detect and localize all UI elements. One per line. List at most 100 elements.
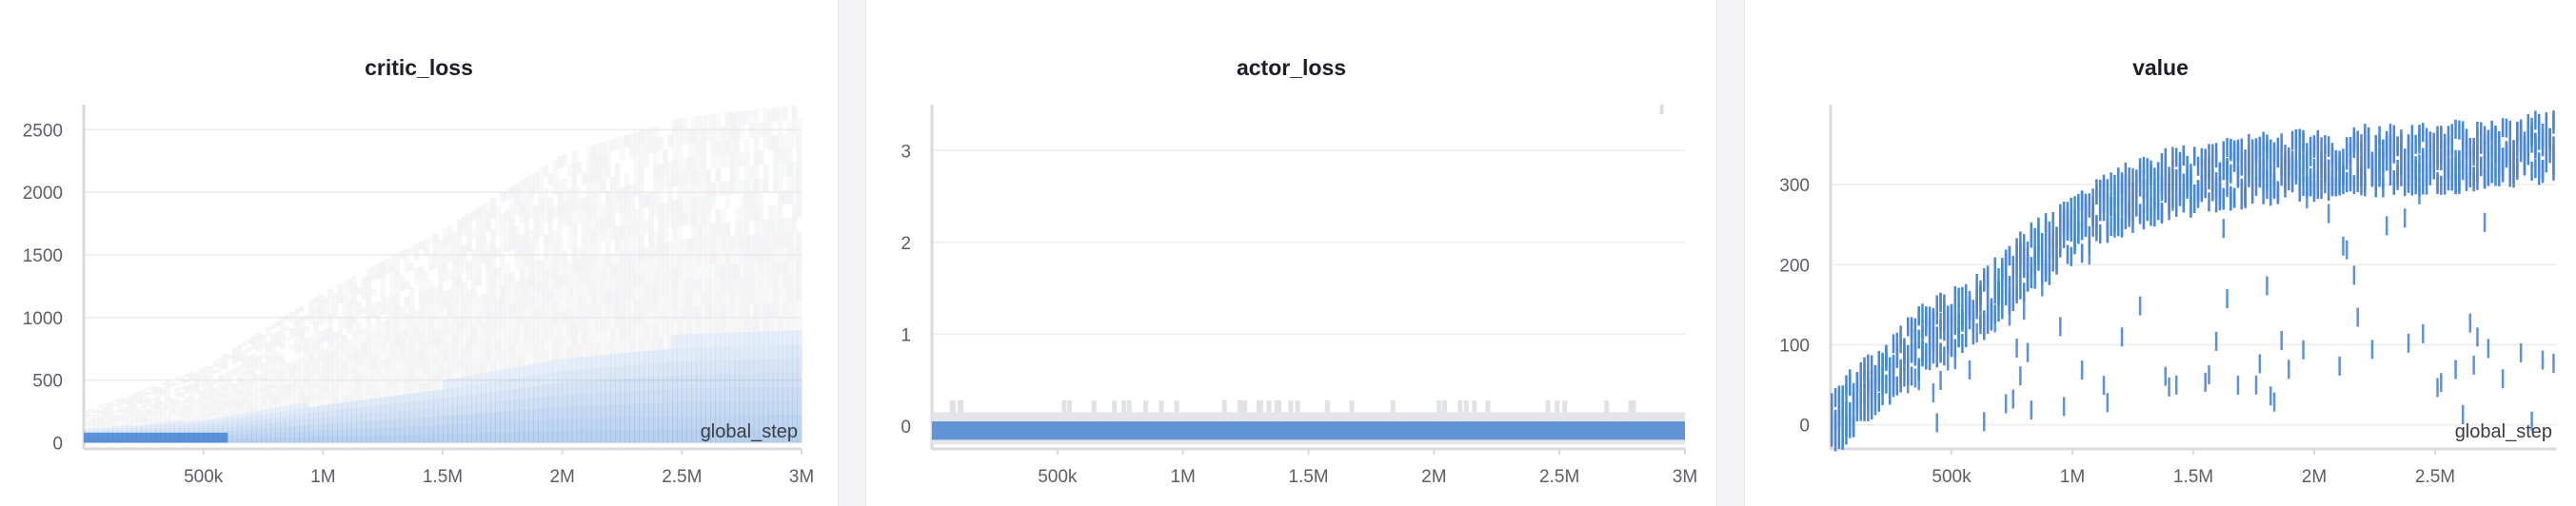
heatmap-cell	[720, 428, 726, 443]
heatmap-cell	[89, 408, 94, 411]
heatmap-cell	[208, 393, 214, 397]
heatmap-cell	[89, 428, 94, 431]
heatmap-cell	[624, 391, 630, 404]
heatmap-cell	[457, 238, 463, 247]
heatmap-cell	[136, 398, 142, 400]
heatmap-cell	[571, 284, 578, 298]
heatmap-cell	[108, 432, 113, 443]
heatmap-cell	[672, 335, 678, 349]
heatmap-cell	[500, 359, 505, 370]
heatmap-cell	[217, 414, 224, 418]
heatmap-cell	[342, 307, 347, 315]
heatmap-cell	[432, 407, 439, 417]
heatmap-cell	[347, 312, 352, 321]
heatmap-cell	[347, 285, 352, 293]
heatmap-cell	[2316, 140, 2320, 160]
heatmap-cell	[528, 320, 535, 331]
heatmap-cell	[710, 360, 717, 375]
heatmap-cell	[250, 371, 257, 377]
heatmap-cell	[413, 400, 420, 410]
heatmap-cell	[710, 429, 717, 443]
heatmap-cell	[299, 402, 305, 409]
heatmap-cell	[763, 428, 769, 443]
heatmap-cell	[476, 344, 482, 355]
heatmap-cell	[557, 215, 564, 228]
heatmap-cell	[108, 413, 113, 416]
heatmap-cell	[672, 267, 678, 282]
heatmap-cell	[686, 211, 692, 225]
heatmap-cell	[777, 232, 783, 247]
heatmap-cell	[753, 400, 760, 416]
heatmap-cell	[155, 420, 161, 423]
heatmap-cell	[571, 333, 578, 346]
heatmap-cell	[203, 381, 209, 385]
heatmap-cell	[193, 381, 200, 386]
heatmap-cell	[260, 409, 267, 415]
heatmap-cell	[624, 172, 630, 186]
heatmap-cell	[2001, 289, 2004, 309]
heatmap-cell	[222, 391, 228, 395]
heatmap-cell	[528, 229, 535, 242]
heatmap-cell	[255, 374, 262, 380]
heatmap-cell	[724, 401, 731, 416]
heatmap-cell	[179, 409, 186, 413]
heatmap-cell	[246, 429, 252, 435]
heatmap-cell	[648, 363, 654, 378]
heatmap-cell	[2254, 176, 2258, 196]
heatmap-cell	[275, 361, 281, 367]
heatmap-cell	[686, 429, 692, 443]
heatmap-cell	[184, 422, 190, 426]
heatmap-cell	[466, 414, 472, 424]
heatmap-cell	[2447, 136, 2450, 156]
heatmap-cell	[500, 224, 505, 235]
heatmap-cell	[519, 409, 525, 421]
heatmap-cell	[644, 285, 649, 299]
heatmap-cell	[437, 248, 444, 258]
heatmap-cell	[1935, 413, 1938, 433]
heatmap-cell	[308, 341, 314, 348]
heatmap-cell	[2530, 411, 2533, 431]
heatmap-cell	[639, 403, 644, 418]
heatmap-cell	[250, 389, 257, 395]
heatmap-cell	[557, 251, 564, 264]
heatmap-cell	[447, 424, 453, 434]
heatmap-cell	[600, 204, 606, 218]
heatmap-cell	[2537, 130, 2541, 150]
heatmap-cell	[705, 319, 711, 334]
heatmap-cell	[2077, 193, 2080, 213]
heatmap-cell	[342, 321, 347, 329]
heatmap-cell	[758, 123, 764, 137]
heatmap-cell	[543, 269, 549, 282]
heatmap-cell	[260, 339, 267, 344]
heatmap-cell	[481, 382, 486, 394]
heatmap-cell	[2534, 159, 2537, 179]
heatmap-cell	[423, 341, 429, 350]
heatmap-cell	[2440, 175, 2443, 195]
heatmap-cell	[299, 340, 305, 346]
heatmap-cell	[294, 347, 300, 354]
heatmap-cell	[2164, 165, 2168, 185]
heatmap-cell	[361, 420, 367, 429]
heatmap-cell	[308, 400, 314, 407]
heatmap-cell	[184, 405, 190, 409]
heatmap-cell	[1935, 305, 1938, 325]
heatmap-cell	[705, 224, 711, 238]
heatmap-cell	[318, 361, 324, 369]
heatmap-cell	[495, 421, 501, 433]
heatmap-cell	[585, 405, 592, 418]
heatmap-cell	[595, 342, 602, 356]
heatmap-cell	[552, 229, 559, 243]
heatmap-cell	[136, 410, 142, 413]
heatmap-cell	[481, 323, 486, 334]
heatmap-cell	[485, 392, 491, 403]
heatmap-cell	[136, 427, 142, 430]
heatmap-cell	[739, 400, 745, 416]
heatmap-cell	[375, 271, 382, 279]
heatmap-cell	[672, 416, 678, 430]
heatmap-cell	[2400, 156, 2403, 176]
heatmap-cell	[188, 386, 195, 390]
heatmap-cell	[691, 252, 697, 266]
heatmap-cell	[696, 197, 702, 211]
heatmap-cell	[786, 147, 793, 163]
heatmap-cell	[2269, 148, 2272, 168]
